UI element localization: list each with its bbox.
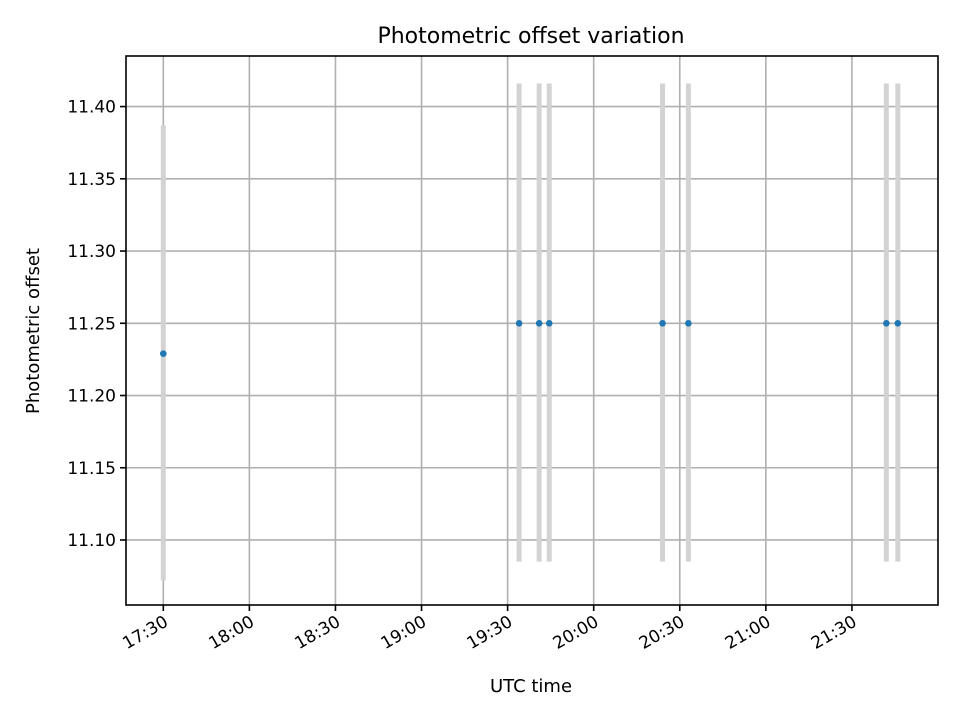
data-point	[545, 319, 553, 327]
y-axis-ticks: 11.10 11.15 11.20 11.25 11.30 11.35 11.40	[67, 98, 126, 551]
data-point	[160, 350, 167, 357]
x-tick-label: 19:30	[464, 612, 516, 654]
error-bars	[160, 83, 901, 581]
y-tick-label: 11.20	[67, 387, 116, 407]
data-point	[515, 319, 523, 327]
x-tick-label: 20:30	[636, 612, 688, 654]
plot-frame	[125, 55, 939, 606]
data-point	[535, 319, 543, 327]
y-gridlines	[126, 105, 938, 541]
x-tick-label: 20:00	[550, 612, 602, 654]
y-tick-label: 11.35	[67, 170, 116, 190]
x-tick-label: 18:00	[205, 612, 257, 654]
x-tick-label: 21:00	[722, 612, 774, 654]
x-axis-ticks: 17:30 18:00 18:30 19:00 19:30 20:00 20:30 21:00…	[119, 605, 860, 654]
y-tick-label: 11.25	[67, 314, 116, 334]
x-gridlines	[162, 56, 853, 605]
x-axis-label: UTC time	[490, 676, 572, 697]
y-tick-label: 11.10	[67, 531, 116, 551]
x-tick-label: 19:00	[378, 612, 430, 654]
data-point	[883, 319, 890, 327]
chart-title: Photometric offset variation	[377, 24, 684, 49]
y-axis-label: Photometric offset	[23, 248, 44, 414]
data-point	[685, 319, 692, 327]
x-tick-label: 17:30	[119, 612, 171, 654]
data-point	[659, 319, 666, 327]
data-point	[894, 319, 902, 327]
x-tick-label: 18:30	[292, 612, 344, 654]
y-tick-label: 11.40	[67, 98, 116, 118]
y-tick-label: 11.15	[67, 459, 116, 479]
data-points	[160, 319, 902, 357]
x-tick-label: 21:30	[808, 612, 860, 654]
y-tick-label: 11.30	[67, 242, 116, 262]
